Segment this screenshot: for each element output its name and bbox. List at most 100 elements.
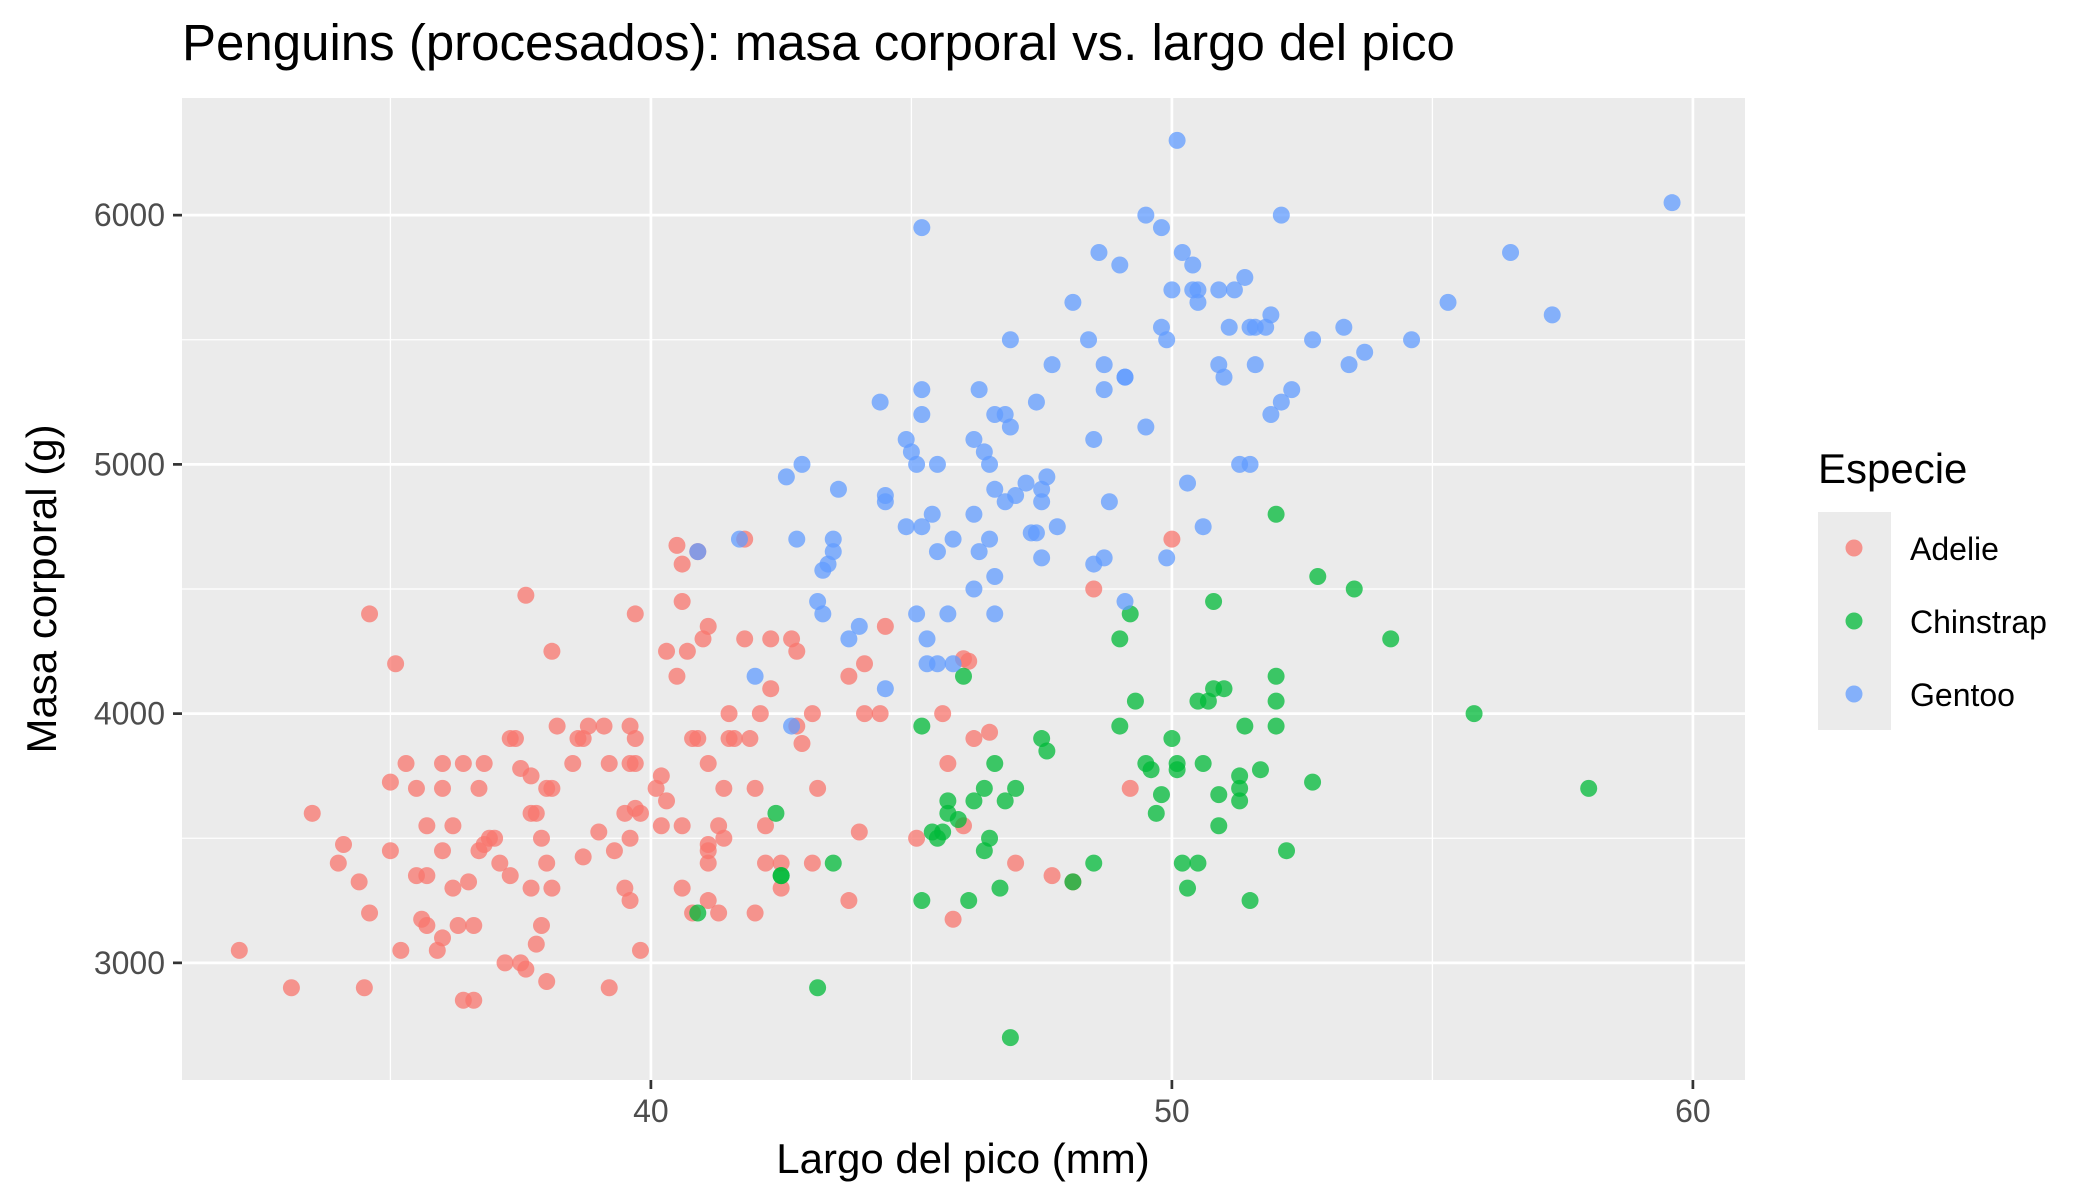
data-point (918, 630, 936, 648)
data-point (741, 730, 759, 748)
data-point (673, 817, 691, 835)
data-point (1152, 219, 1170, 237)
data-point (965, 580, 983, 598)
data-point (517, 586, 535, 604)
data-point (762, 680, 780, 698)
data-point (626, 605, 644, 623)
data-point (1236, 268, 1254, 286)
data-point (1100, 493, 1118, 511)
legend: Especie Adelie Chinstrap Gentoo (1818, 445, 2047, 730)
data-point (658, 792, 676, 810)
data-point (715, 829, 733, 847)
data-point (574, 848, 592, 866)
data-point (470, 779, 488, 797)
data-point (689, 904, 707, 922)
data-point (1210, 281, 1228, 299)
data-point (1215, 680, 1233, 698)
data-point (913, 406, 931, 424)
y-axis: 3000 4000 5000 6000 (94, 197, 182, 981)
data-point (1116, 368, 1134, 386)
data-point (788, 530, 806, 548)
data-point (772, 879, 790, 897)
data-point (1095, 549, 1113, 567)
data-point (1090, 244, 1108, 262)
data-point (986, 754, 1004, 772)
data-point (928, 543, 946, 561)
data-point (1027, 524, 1045, 542)
data-point (762, 630, 780, 648)
data-point (1007, 854, 1025, 872)
data-point (856, 705, 874, 723)
data-point (840, 667, 858, 685)
data-point (720, 705, 738, 723)
data-point (590, 823, 608, 841)
data-point (876, 617, 894, 635)
data-point (939, 754, 957, 772)
data-point (965, 730, 983, 748)
x-tick-label: 50 (1154, 1093, 1190, 1129)
data-point (1111, 256, 1129, 274)
data-point (689, 543, 707, 561)
data-point (960, 652, 978, 670)
data-point (699, 617, 717, 635)
data-point (949, 811, 967, 829)
data-point (777, 468, 795, 486)
data-point (746, 904, 764, 922)
data-point (501, 867, 519, 885)
data-point (460, 873, 478, 891)
data-point (1168, 761, 1186, 779)
data-point (434, 754, 451, 772)
data-point (1220, 318, 1238, 336)
data-point (1382, 630, 1400, 648)
data-point (1267, 505, 1285, 523)
data-point (908, 455, 926, 473)
data-point (434, 779, 451, 797)
data-point (928, 455, 946, 473)
data-point (564, 754, 582, 772)
data-point (986, 568, 1004, 586)
data-point (1064, 873, 1082, 891)
data-point (871, 705, 889, 723)
data-point (960, 892, 978, 910)
data-point (1189, 281, 1207, 299)
data-point (1038, 742, 1056, 760)
data-point (230, 941, 248, 959)
data-point (543, 642, 561, 660)
data-point (631, 804, 649, 822)
data-point (527, 935, 545, 953)
data-point (1231, 779, 1249, 797)
data-point (1356, 343, 1374, 361)
data-point (939, 792, 957, 810)
grid-major (182, 98, 1745, 1080)
data-point (673, 555, 691, 573)
data-point (444, 817, 462, 835)
data-point (1502, 244, 1520, 262)
data-point (970, 543, 988, 561)
data-point (1465, 705, 1483, 723)
data-point (1085, 580, 1103, 598)
data-point (699, 892, 717, 910)
data-point (913, 381, 931, 399)
data-point (1304, 331, 1322, 349)
data-point (465, 916, 483, 934)
data-point (361, 605, 379, 623)
data-point (381, 773, 399, 791)
data-point (418, 817, 436, 835)
data-point (996, 792, 1014, 810)
y-tick-label: 4000 (94, 696, 165, 732)
data-point (543, 879, 561, 897)
data-point (621, 892, 639, 910)
data-point (1309, 568, 1327, 586)
data-point (600, 754, 618, 772)
data-point (788, 642, 806, 660)
data-point (1158, 549, 1176, 567)
data-point (397, 754, 415, 772)
data-point (538, 973, 556, 991)
grid-minor (182, 98, 1745, 1080)
data-point (1001, 331, 1019, 349)
data-point (350, 873, 368, 891)
data-point (908, 605, 926, 623)
data-point (668, 536, 686, 554)
data-point (673, 879, 691, 897)
chart-title: Penguins (procesados): masa corporal vs.… (182, 14, 1455, 71)
